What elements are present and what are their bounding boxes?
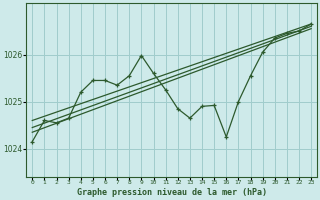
X-axis label: Graphe pression niveau de la mer (hPa): Graphe pression niveau de la mer (hPa) bbox=[77, 188, 267, 197]
